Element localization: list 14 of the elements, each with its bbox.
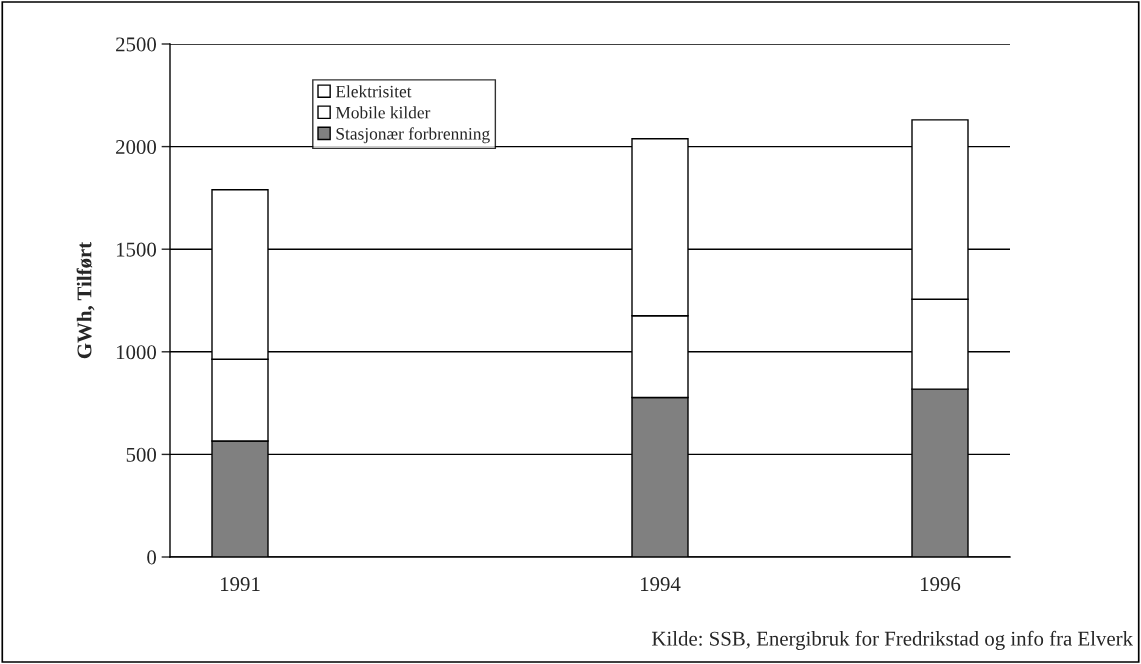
legend-label: Elektrisitet (335, 85, 412, 98)
y-axis-title: GWh, Tilført (76, 241, 95, 359)
y-tick-label: 1000 (116, 345, 157, 360)
text: Kilde: SSB, Energibruk for Fredrikstad og info fra Elverk (652, 630, 1134, 650)
y-tick-label: 0 (147, 550, 157, 565)
x-tick-label: 1996 (921, 577, 961, 592)
x-tick-label: 1991 (221, 577, 260, 592)
y-tick-label: 2500 (116, 37, 157, 52)
legend-label: Stasjonær forbrenning (336, 127, 490, 144)
y-tick-label: 1500 (116, 242, 157, 257)
y-tick-label: 2000 (116, 139, 157, 155)
y-tick-label: 500 (126, 447, 157, 462)
x-tick-label: 1994 (641, 577, 681, 592)
legend-label: Mobile kilder (335, 106, 431, 119)
